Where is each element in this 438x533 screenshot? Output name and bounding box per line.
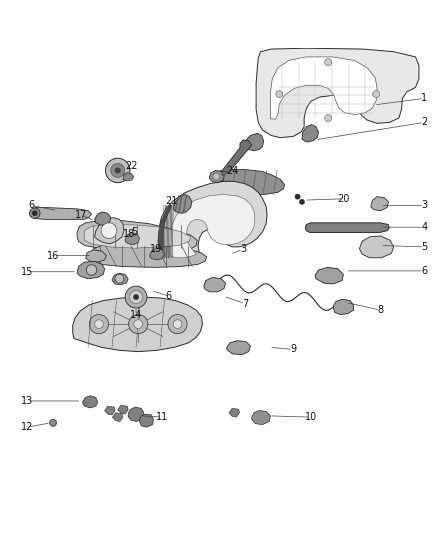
Polygon shape	[305, 223, 389, 232]
Polygon shape	[30, 207, 92, 220]
Circle shape	[134, 294, 139, 300]
Text: 8: 8	[378, 305, 384, 315]
Text: 11: 11	[156, 412, 168, 422]
Polygon shape	[113, 413, 123, 422]
Polygon shape	[209, 171, 224, 183]
Circle shape	[89, 314, 109, 334]
Circle shape	[173, 320, 182, 328]
Polygon shape	[85, 224, 191, 248]
Circle shape	[49, 419, 57, 426]
Circle shape	[276, 91, 283, 98]
Polygon shape	[150, 248, 164, 260]
Circle shape	[134, 320, 143, 328]
Polygon shape	[302, 125, 318, 142]
Polygon shape	[83, 395, 98, 408]
Circle shape	[111, 164, 125, 177]
Polygon shape	[95, 217, 124, 244]
Polygon shape	[227, 341, 251, 354]
Polygon shape	[333, 299, 353, 314]
Text: 12: 12	[21, 422, 33, 432]
Polygon shape	[128, 407, 144, 422]
Text: 3: 3	[240, 244, 246, 254]
Polygon shape	[271, 57, 377, 119]
Text: 2: 2	[421, 117, 427, 127]
Circle shape	[115, 168, 120, 173]
Polygon shape	[73, 297, 202, 352]
Circle shape	[213, 173, 220, 180]
Circle shape	[101, 223, 117, 239]
Polygon shape	[86, 250, 106, 262]
Text: 10: 10	[304, 412, 317, 422]
Circle shape	[325, 59, 332, 66]
Polygon shape	[215, 140, 252, 179]
Circle shape	[32, 211, 37, 216]
Polygon shape	[112, 273, 128, 285]
Text: 24: 24	[226, 166, 238, 176]
Text: 6: 6	[421, 266, 427, 276]
Text: 5: 5	[421, 242, 427, 252]
Text: 15: 15	[21, 266, 33, 277]
Text: 9: 9	[290, 344, 296, 354]
Circle shape	[29, 208, 40, 219]
Text: 20: 20	[337, 194, 350, 204]
Polygon shape	[229, 408, 240, 417]
Polygon shape	[123, 173, 134, 181]
Text: 14: 14	[130, 310, 142, 320]
Circle shape	[130, 290, 143, 304]
Polygon shape	[77, 261, 105, 279]
Text: 1: 1	[421, 93, 427, 103]
Circle shape	[115, 274, 124, 283]
Text: 13: 13	[21, 396, 33, 406]
Text: 7: 7	[242, 298, 248, 309]
Circle shape	[168, 314, 187, 334]
Text: 5: 5	[131, 228, 137, 237]
Text: 19: 19	[149, 244, 162, 254]
Text: 16: 16	[47, 251, 59, 261]
Circle shape	[299, 199, 304, 205]
Polygon shape	[118, 405, 128, 414]
Polygon shape	[159, 181, 267, 262]
Polygon shape	[252, 410, 271, 425]
Text: 17: 17	[75, 210, 88, 220]
Text: 4: 4	[421, 222, 427, 232]
Circle shape	[325, 115, 332, 122]
Polygon shape	[92, 245, 207, 268]
Polygon shape	[256, 48, 419, 138]
Circle shape	[95, 320, 103, 328]
Polygon shape	[140, 414, 153, 427]
Polygon shape	[158, 205, 172, 259]
Polygon shape	[105, 406, 115, 415]
Text: 21: 21	[165, 196, 177, 206]
Polygon shape	[125, 232, 140, 245]
Circle shape	[106, 158, 130, 183]
Polygon shape	[77, 221, 197, 251]
Polygon shape	[204, 277, 226, 292]
Polygon shape	[215, 169, 285, 196]
Polygon shape	[95, 212, 111, 225]
Polygon shape	[173, 195, 192, 213]
Text: 22: 22	[125, 161, 138, 171]
Circle shape	[125, 286, 147, 308]
Polygon shape	[244, 133, 264, 151]
Text: 3: 3	[421, 200, 427, 211]
Circle shape	[295, 194, 300, 199]
Polygon shape	[315, 268, 343, 284]
Text: 6: 6	[166, 291, 172, 301]
Text: 18: 18	[124, 229, 136, 239]
Circle shape	[129, 314, 148, 334]
Text: 6: 6	[28, 200, 34, 211]
Polygon shape	[360, 236, 394, 258]
Circle shape	[373, 91, 380, 98]
Polygon shape	[170, 195, 255, 258]
Circle shape	[86, 265, 97, 275]
Polygon shape	[371, 197, 389, 211]
